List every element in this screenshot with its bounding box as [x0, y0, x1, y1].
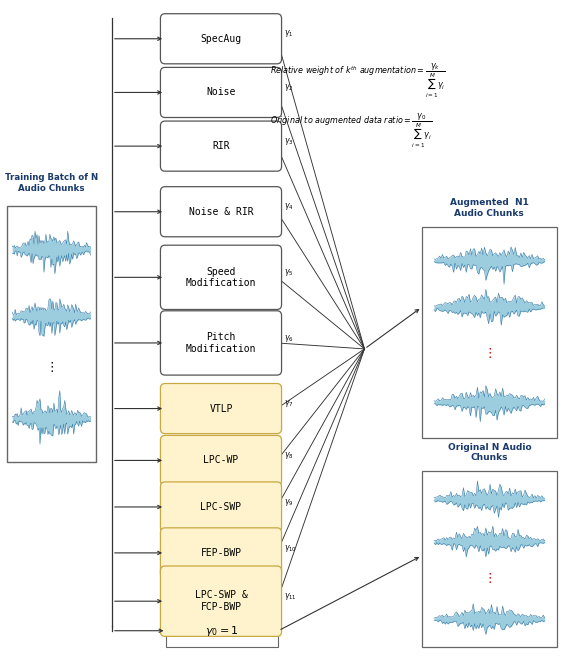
Text: $\gamma_{6}$: $\gamma_{6}$: [284, 333, 293, 343]
Bar: [422, 471, 557, 647]
FancyBboxPatch shape: [160, 67, 281, 118]
Bar: [7, 206, 96, 462]
FancyBboxPatch shape: [160, 436, 281, 486]
Text: $\gamma_{9}$: $\gamma_{9}$: [284, 497, 293, 508]
Text: LPC-SWP: LPC-SWP: [200, 502, 242, 512]
FancyBboxPatch shape: [160, 383, 281, 434]
FancyBboxPatch shape: [160, 311, 281, 375]
Text: $\gamma_{4}$: $\gamma_{4}$: [284, 202, 293, 212]
Text: Speed
Modification: Speed Modification: [186, 267, 256, 288]
FancyBboxPatch shape: [160, 186, 281, 236]
Text: LPC-SWP &
FCP-BWP: LPC-SWP & FCP-BWP: [195, 591, 247, 612]
Text: $\mathit{Relative\ weight\ of\ }k^{th}\mathit{\ augmentation} = \dfrac{\gamma_k}: $\mathit{Relative\ weight\ of\ }k^{th}\m…: [270, 61, 445, 100]
Text: ⋮: ⋮: [483, 347, 495, 360]
Text: $\gamma_{1}$: $\gamma_{1}$: [284, 29, 293, 39]
Text: Noise: Noise: [206, 88, 236, 98]
Text: LPC-WP: LPC-WP: [203, 456, 239, 466]
Text: $\gamma_{8}$: $\gamma_{8}$: [284, 450, 293, 461]
Text: VTLP: VTLP: [210, 403, 232, 413]
Text: ⋮: ⋮: [45, 361, 57, 374]
FancyBboxPatch shape: [160, 482, 281, 532]
Bar: [166, 615, 278, 647]
Text: Original N Audio
Chunks: Original N Audio Chunks: [448, 443, 531, 462]
Text: SpecAug: SpecAug: [200, 34, 242, 44]
Text: $\mathit{Original\ to\ augmented\ data\ ratio} = \dfrac{\gamma_0}{\sum_{i=1}^{M}: $\mathit{Original\ to\ augmented\ data\ …: [270, 112, 432, 150]
FancyBboxPatch shape: [160, 14, 281, 64]
Text: $\gamma_{11}$: $\gamma_{11}$: [284, 591, 297, 602]
FancyBboxPatch shape: [160, 121, 281, 171]
Text: $\gamma_{2}$: $\gamma_{2}$: [284, 82, 293, 93]
Text: $\gamma_{3}$: $\gamma_{3}$: [284, 136, 293, 147]
FancyBboxPatch shape: [160, 566, 281, 637]
Text: Training Batch of N
Audio Chunks: Training Batch of N Audio Chunks: [5, 173, 98, 192]
Text: FEP-BWP: FEP-BWP: [200, 548, 242, 558]
FancyBboxPatch shape: [160, 528, 281, 578]
Text: RIR: RIR: [212, 141, 230, 151]
Text: $\gamma_{10}$: $\gamma_{10}$: [284, 542, 297, 554]
Text: Pitch
Modification: Pitch Modification: [186, 332, 256, 354]
Text: $\gamma_0 = 1$: $\gamma_0 = 1$: [205, 624, 239, 638]
FancyBboxPatch shape: [160, 245, 281, 309]
Text: Noise & RIR: Noise & RIR: [189, 206, 253, 216]
Text: ⋮: ⋮: [483, 572, 495, 585]
Text: $\gamma_{5}$: $\gamma_{5}$: [284, 267, 293, 278]
Text: Augmented  N1
Audio Chunks: Augmented N1 Audio Chunks: [450, 198, 529, 218]
Text: $\gamma_{7}$: $\gamma_{7}$: [284, 398, 293, 409]
Bar: [422, 226, 557, 438]
